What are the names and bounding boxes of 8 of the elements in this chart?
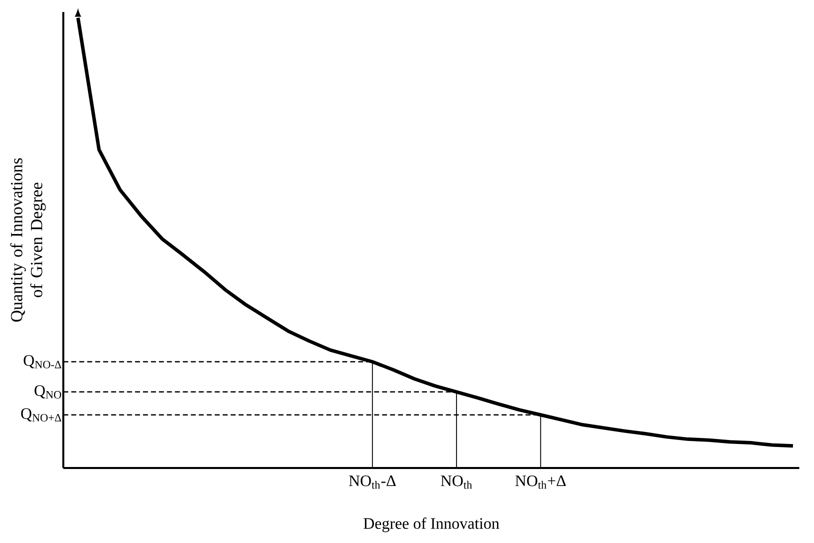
- x-tick-label: NO$_{th}$: [440, 476, 472, 489]
- ref-line-label: Q$_{NO}$: [34, 385, 62, 399]
- ref-line-label: Q$_{NO+Δ}$: [21, 408, 62, 422]
- x-axis-title: Degree of Innovation: [364, 518, 500, 532]
- x-tick-label: NO$_{th}$-Δ: [348, 476, 396, 489]
- y-axis-title: Quantity of Innovations of Given Degree: [10, 158, 46, 322]
- x-tick-label: NO$_{th}$+Δ: [515, 476, 566, 489]
- ref-line-label: Q$_{NO-Δ}$: [24, 355, 62, 368]
